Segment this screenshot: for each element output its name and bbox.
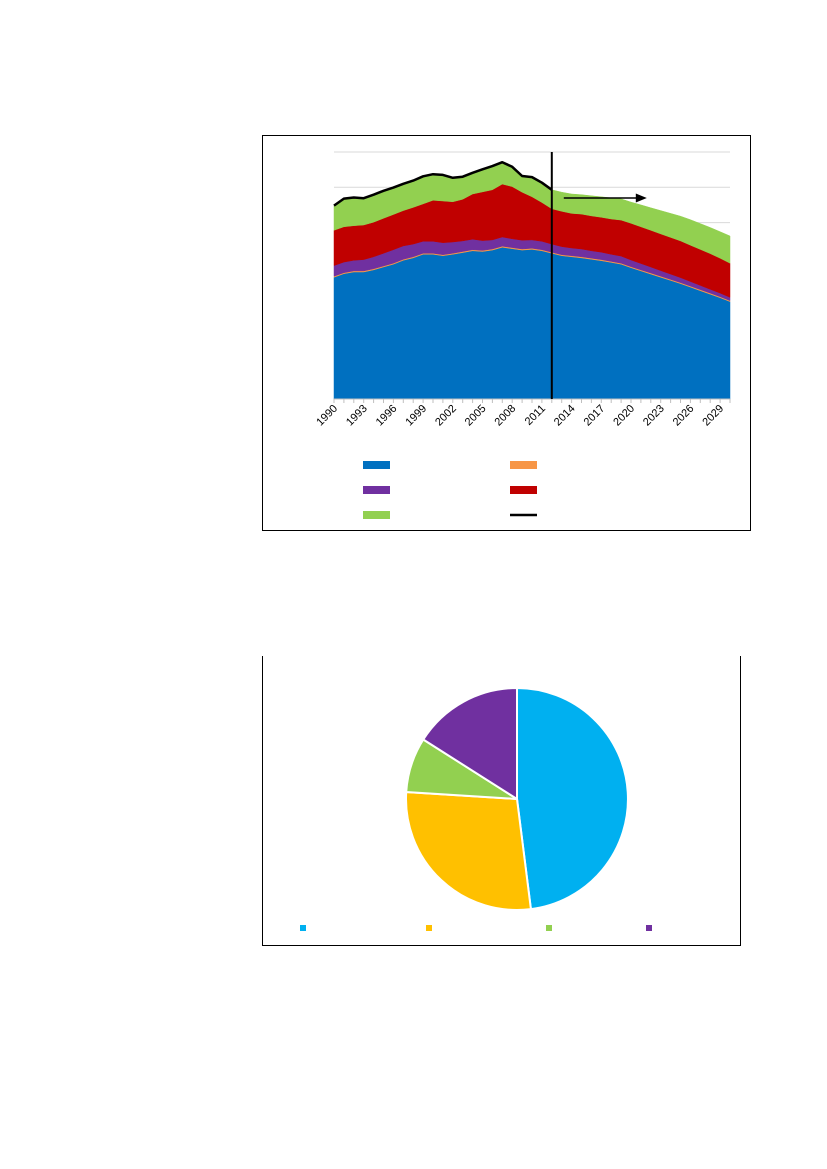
x-tick-label-1999: 1999 bbox=[403, 403, 429, 429]
legend-swatch-4 bbox=[363, 511, 390, 519]
stacked-area-chart-frame: 1990 1993 1996 1999 2002 2005 2008 2011 2014 2017… bbox=[262, 135, 751, 531]
x-tick-label-2005: 2005 bbox=[463, 403, 489, 429]
projection-arrowhead bbox=[635, 193, 647, 203]
x-tick-label-2002: 2002 bbox=[433, 403, 459, 429]
pie-chart-frame bbox=[262, 656, 741, 946]
total-line bbox=[333, 160, 553, 207]
legend-swatch-3 bbox=[510, 486, 537, 494]
pie-legend-swatch-2 bbox=[546, 925, 552, 931]
x-tick-label-2023: 2023 bbox=[641, 403, 667, 429]
pie-slice-0 bbox=[516, 686, 629, 911]
pie-slice-1 bbox=[405, 790, 533, 911]
x-tick-label-2011: 2011 bbox=[523, 403, 548, 428]
pie-slice-3 bbox=[421, 686, 518, 801]
x-tick-label-2008: 2008 bbox=[493, 403, 519, 429]
x-tick-label-2020: 2020 bbox=[611, 403, 637, 429]
pie-legend-swatch-3 bbox=[646, 925, 652, 931]
pie-legend-swatch-0 bbox=[300, 925, 306, 931]
x-tick-label-2026: 2026 bbox=[671, 403, 697, 429]
x-tick-label-2017: 2017 bbox=[582, 403, 608, 429]
x-tick-label-1993: 1993 bbox=[344, 403, 370, 429]
pie-chart bbox=[300, 686, 652, 931]
stacked-area-chart: 1990 1993 1996 1999 2002 2005 2008 2011 2014 2017… bbox=[314, 151, 731, 519]
x-tick-label-2014: 2014 bbox=[552, 403, 578, 429]
legend-swatch-0 bbox=[363, 461, 390, 469]
x-tick-label-1990: 1990 bbox=[314, 403, 340, 429]
pie-legend-swatch-1 bbox=[426, 925, 432, 931]
legend-swatch-2 bbox=[363, 486, 390, 494]
x-tick-label-1996: 1996 bbox=[374, 403, 400, 429]
legend-swatch-1 bbox=[510, 461, 537, 469]
x-tick-label-2029: 2029 bbox=[700, 403, 726, 429]
